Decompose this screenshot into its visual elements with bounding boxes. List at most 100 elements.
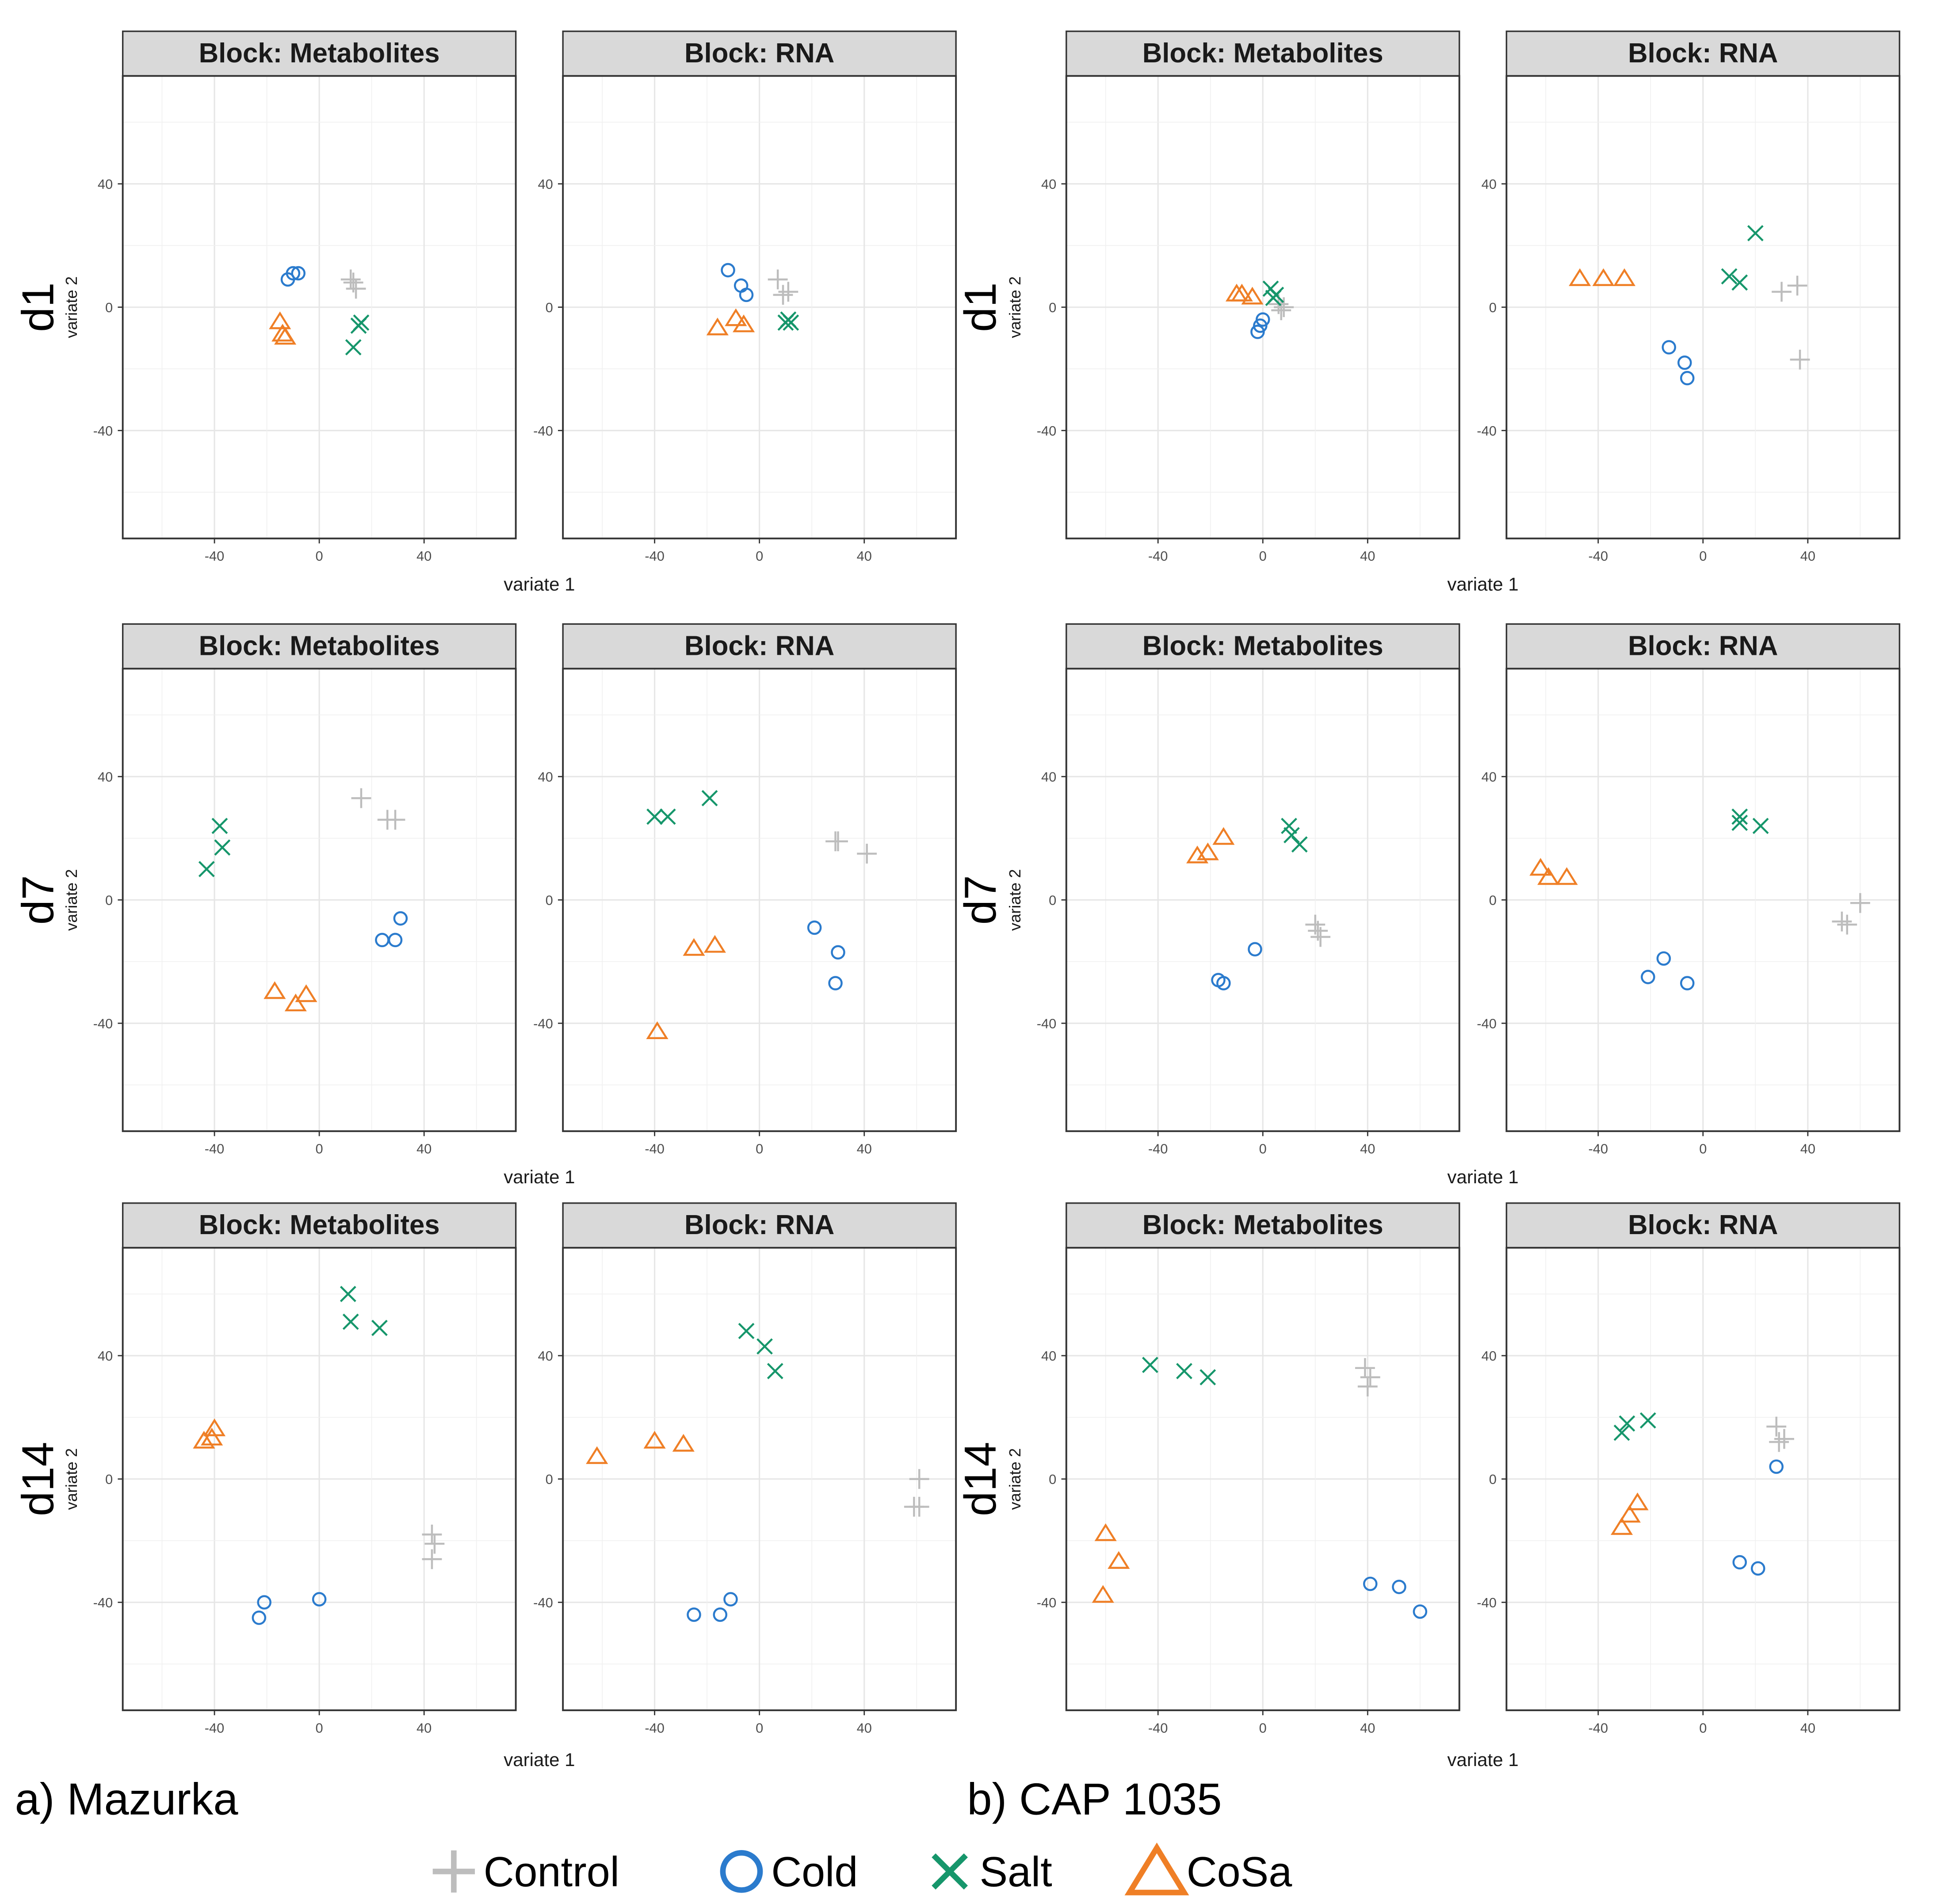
point-cosa [1196, 842, 1219, 860]
facet-strip-title: Block: RNA [684, 631, 834, 661]
point-salt [1747, 225, 1764, 241]
y-tick-label: 40 [1482, 176, 1497, 192]
point-control [385, 810, 405, 830]
y-tick-label: 0 [1049, 1472, 1056, 1487]
facet-strip-title: Block: Metabolites [199, 631, 440, 661]
panel-cap-1035-d7-block-metabolites: Block: Metabolites -40 0 40 -40 0 40 variate 2 [1006, 623, 1460, 1157]
row-labels: d1 d1 d7 d7 d14 d14 [14, 283, 1005, 1516]
facet-strip [122, 623, 517, 669]
point-cosa [1555, 867, 1578, 885]
point-control [768, 269, 788, 290]
x-tick-label: 0 [1259, 1720, 1267, 1736]
point-control [1274, 297, 1294, 317]
x-tick-label: 40 [1360, 1141, 1375, 1157]
point-cosa [646, 1021, 669, 1039]
point-salt [1291, 836, 1308, 853]
panel-cap-1035-d1-block-rna: Block: RNA -40 0 40 -40 0 40 [1477, 31, 1901, 564]
x-tick-label: 0 [1259, 1141, 1267, 1157]
x-tick-label: 0 [756, 1720, 763, 1736]
point-cosa [725, 308, 747, 326]
legend-label: Control [484, 1849, 619, 1896]
x-axis-title: variate 1 [504, 574, 575, 595]
point-salt [1268, 287, 1284, 303]
point-control [1850, 893, 1870, 913]
point-salt [1619, 1415, 1635, 1432]
legend-triangle-icon [1124, 1843, 1189, 1896]
panel-mazurka-d1-block-metabolites: Block: Metabolites -40 0 40 -40 0 40 variate 2 [62, 31, 517, 564]
point-cosa [193, 1430, 215, 1449]
y-axis-title: variate 2 [62, 869, 80, 931]
point-cold [280, 272, 295, 287]
point-control [1769, 1432, 1789, 1452]
point-cold [291, 266, 306, 281]
point-salt [1281, 818, 1297, 834]
panel-mazurka-d14-block-metabolites: Block: Metabolites -40 0 40 -40 0 40 variate 2 [62, 1202, 517, 1736]
y-tick-label: 40 [538, 176, 553, 192]
y-tick-label: 40 [98, 1348, 113, 1364]
point-cold [713, 1607, 728, 1622]
point-salt [345, 339, 362, 356]
facet-strip [1505, 1202, 1900, 1249]
facet-strip [122, 31, 517, 77]
y-axis-title: variate 2 [1006, 869, 1024, 931]
point-salt [780, 311, 797, 328]
x-axis-title: variate 1 [1447, 1166, 1518, 1187]
facet-strip [562, 31, 957, 77]
panel-cap-1035-d14-block-metabolites: Block: Metabolites -40 0 40 -40 0 40 variate 2 [1006, 1202, 1460, 1736]
gridlines [1066, 669, 1459, 1132]
x-tick-label: 0 [1699, 548, 1707, 564]
x-tick-label: 40 [1360, 548, 1375, 564]
point-cold [1255, 312, 1270, 327]
y-tick-label: -40 [1037, 1595, 1057, 1610]
y-tick-label: 40 [98, 176, 113, 192]
point-cold [1413, 1604, 1428, 1619]
y-tick-label: 0 [1049, 892, 1056, 908]
point-cosa [643, 1430, 666, 1449]
point-control [422, 1524, 442, 1545]
point-control [343, 272, 363, 293]
point-cold [1392, 1579, 1406, 1594]
legend-label: CoSa [1187, 1849, 1292, 1896]
point-salt [1200, 1369, 1216, 1386]
point-cosa [1613, 268, 1636, 286]
point-cosa [706, 317, 729, 336]
x-tick-label: 40 [1800, 1720, 1815, 1736]
legend-item-cosa: CoSa [1124, 1843, 1292, 1896]
point-salt [1176, 1363, 1192, 1380]
point-cold [388, 933, 403, 948]
facet-strip-title: Block: RNA [1628, 1210, 1778, 1240]
x-tick-label: -40 [1148, 548, 1168, 564]
point-cosa [1230, 283, 1253, 302]
point-salt [738, 1323, 755, 1339]
x-tick-label: -40 [205, 548, 225, 564]
x-tick-label: 40 [1800, 548, 1815, 564]
legend-x-icon [932, 1853, 968, 1890]
x-tick-label: 0 [1699, 1720, 1707, 1736]
gridlines [1506, 76, 1900, 539]
y-axis-title: variate 2 [1006, 1448, 1024, 1510]
y-tick-label: -40 [93, 1595, 113, 1610]
legend-item-control: Control [432, 1849, 619, 1896]
y-axis-title: variate 2 [1006, 276, 1024, 338]
point-control [1832, 911, 1852, 932]
row-label-d1: d1 [14, 283, 63, 332]
point-control [1355, 1358, 1375, 1378]
x-tick-label: -40 [1588, 1141, 1608, 1157]
facet-strip [562, 623, 957, 669]
point-control [1787, 275, 1807, 296]
gridlines [563, 76, 956, 539]
y-axis-title: variate 2 [62, 1448, 80, 1510]
point-salt [659, 808, 676, 825]
point-cosa [1569, 268, 1591, 286]
y-tick-label: 0 [1489, 1472, 1497, 1487]
y-tick-label: 0 [105, 892, 113, 908]
point-control [1790, 349, 1810, 370]
facet-panels: Block: Metabolites -40 0 40 -40 0 40 variate 2 B… [62, 31, 1901, 1770]
gridlines [1506, 1247, 1900, 1710]
panel-mazurka-d1-block-rna: Block: RNA -40 0 40 -40 0 40 [533, 31, 957, 564]
point-control [340, 269, 361, 290]
x-tick-label: 40 [857, 1141, 872, 1157]
x-axis-title: variate 1 [504, 1749, 575, 1770]
y-tick-label: -40 [1477, 1595, 1497, 1610]
point-cosa [1241, 287, 1264, 305]
